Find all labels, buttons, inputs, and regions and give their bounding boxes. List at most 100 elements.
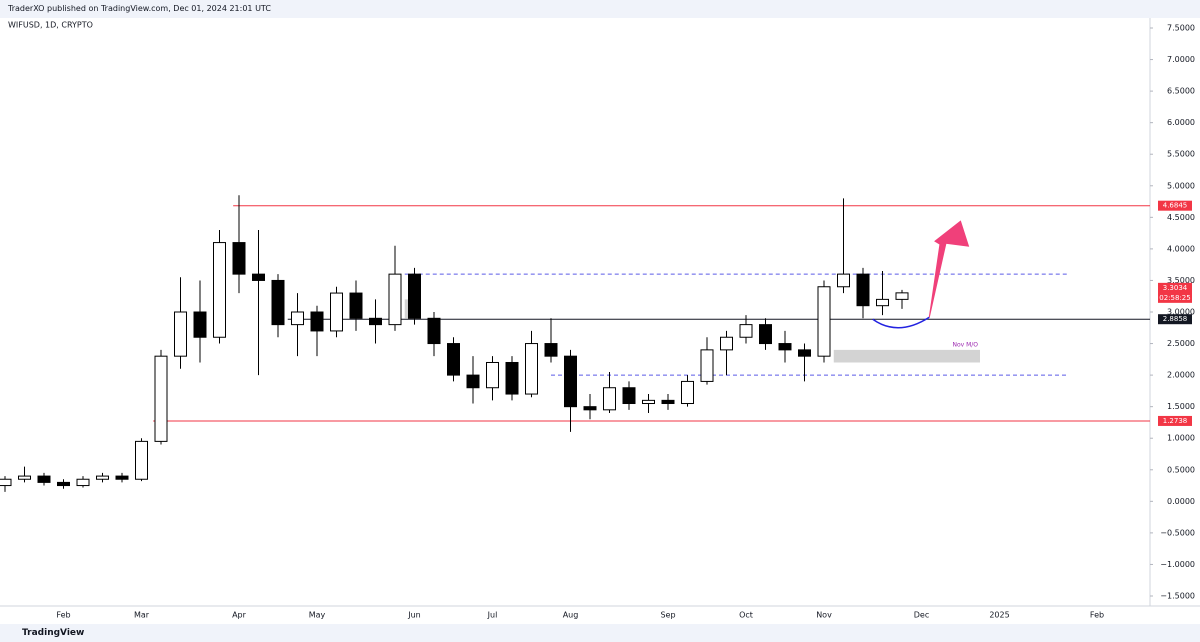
candle-body: [76, 478, 90, 487]
candle-body: [603, 387, 616, 411]
countdown: 02:58:25: [1159, 294, 1190, 302]
candle-body: [447, 343, 460, 376]
y-tick-label: −0.5000: [1160, 528, 1195, 537]
y-tick-label: 5.5000: [1167, 150, 1195, 159]
candle-body: [291, 311, 304, 326]
candle-body: [544, 343, 558, 357]
candle-body: [817, 286, 831, 357]
curve: [872, 316, 930, 329]
plot-bg: [0, 18, 1150, 606]
x-tick-label: Apr: [232, 611, 247, 620]
candle-body: [154, 355, 168, 442]
header-bar: TraderXO published on TradingView.com, D…: [0, 0, 1200, 18]
y-tick-label: 2.0000: [1167, 371, 1195, 380]
candle-body: [18, 475, 31, 480]
last-price-label: 3.3034: [1163, 284, 1188, 292]
candle-body: [174, 311, 187, 357]
x-tick-label: Mar: [134, 611, 150, 620]
price-tag-label: 4.6845: [1163, 202, 1188, 210]
x-tick-label: May: [309, 611, 326, 620]
candle-body: [427, 317, 441, 345]
y-tick-label: 1.5000: [1167, 402, 1195, 411]
candle-body: [388, 273, 402, 326]
chart: WIFUSD, 1D, CRYPTO 7.5000 7.0000 6.5000 6.0…: [0, 18, 1200, 620]
y-tick-label: 4.0000: [1167, 244, 1195, 253]
candle-body: [778, 343, 792, 351]
candle-body: [505, 361, 519, 395]
x-tick-label: Feb: [56, 611, 70, 620]
candle-body: [349, 292, 363, 319]
candle-body: [466, 374, 480, 389]
y-tick-label: 2.5000: [1167, 339, 1195, 348]
x-tick-label: Feb: [1090, 611, 1104, 620]
candle-body: [895, 292, 909, 300]
y-tick-label: 3.0000: [1167, 308, 1195, 317]
y-tick-label: 3.5000: [1167, 276, 1195, 285]
y-tick-label: 0.5000: [1167, 465, 1195, 474]
candle-body: [408, 273, 421, 319]
y-tick-label: 1.0000: [1167, 434, 1195, 443]
y-tick-label: 6.0000: [1167, 118, 1195, 127]
candle-body: [700, 349, 714, 382]
candle-body: [564, 355, 577, 408]
y-tick-label: 6.5000: [1167, 87, 1195, 96]
y-tick-label: −1.0000: [1160, 560, 1195, 569]
candle-body: [622, 387, 636, 405]
x-tick-label: Dec: [914, 611, 929, 620]
candle-body: [330, 292, 343, 332]
x-tick-label: Aug: [563, 611, 579, 620]
y-tick-label: 4.5000: [1167, 213, 1195, 222]
price-tag: [1158, 200, 1192, 211]
candle-body: [856, 273, 870, 307]
candle-body: [213, 242, 226, 338]
candle-body: [739, 324, 753, 338]
chart-title: WIFUSD, 1D, CRYPTO: [8, 21, 93, 30]
candle-body: [642, 399, 655, 405]
arrow: [928, 220, 970, 318]
candle-body: [583, 406, 597, 411]
last-price-tag: [1158, 282, 1192, 303]
x-tick-label: Nov: [816, 611, 832, 620]
candle-body: [798, 349, 811, 357]
candle-body: [115, 475, 129, 480]
footer-bar: TradingView: [0, 624, 1200, 642]
zone-label: Nov M/O: [952, 341, 978, 348]
candle-body: [661, 399, 675, 405]
candle-body: [193, 311, 207, 338]
candle-body: [759, 324, 772, 345]
y-tick-label: 5.0000: [1167, 181, 1195, 190]
price-tag: [1158, 314, 1192, 325]
candle-body: [486, 361, 499, 389]
candle-body: [369, 317, 382, 326]
candle-body: [876, 298, 889, 307]
candle-body: [96, 475, 109, 480]
candle-body: [252, 273, 265, 281]
candle-body: [271, 279, 285, 326]
y-tick-label: 7.0000: [1167, 55, 1195, 64]
x-tick-label: Jun: [407, 611, 421, 620]
candle-body: [135, 440, 148, 480]
candle-body: [0, 478, 12, 487]
candle-body: [837, 273, 850, 288]
price-tag-label: 1.2738: [1163, 417, 1188, 425]
candle-body: [37, 475, 51, 483]
brand: TradingView: [22, 628, 85, 638]
price-tag-label: 2.8858: [1163, 315, 1188, 323]
x-tick-label: Sep: [660, 611, 675, 620]
candle-body: [310, 311, 324, 332]
price-tag: [1158, 415, 1192, 426]
y-tick-label: 0.0000: [1167, 497, 1195, 506]
y-tick-label: −1.5000: [1160, 592, 1195, 601]
x-tick-label: Oct: [739, 611, 753, 620]
candle-body: [720, 336, 733, 351]
candle-body: [681, 380, 694, 405]
x-tick-label: Jul: [487, 611, 498, 620]
x-tick-label: 2025: [989, 611, 1009, 620]
candle-body: [57, 481, 70, 487]
zone: [833, 349, 980, 363]
publish-note: TraderXO published on TradingView.com, D…: [8, 4, 271, 13]
candle-body: [232, 242, 246, 275]
candle-body: [525, 343, 538, 395]
y-tick-label: 7.5000: [1167, 24, 1195, 33]
